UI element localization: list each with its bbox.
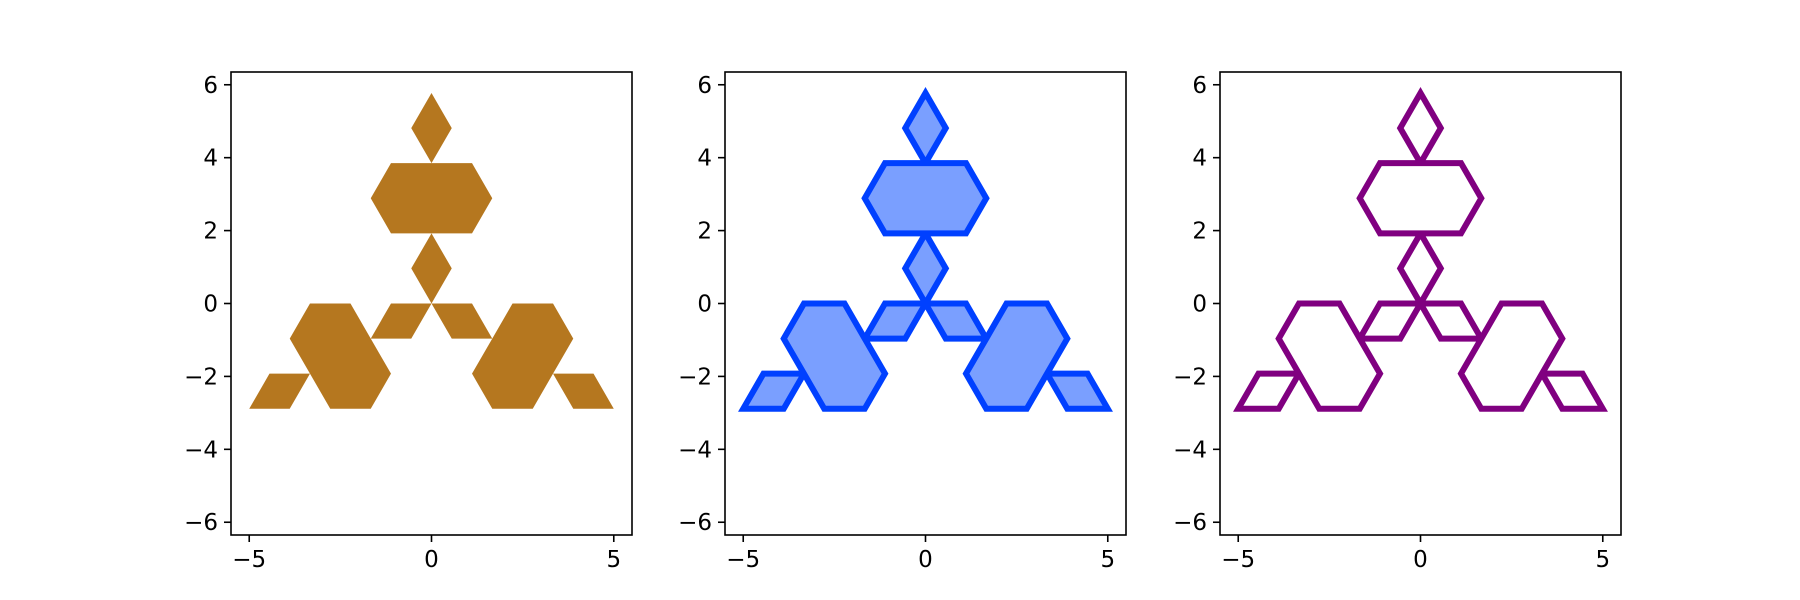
koch-snowflake-shape: [738, 87, 1113, 412]
koch-snowflake-shape: [1233, 87, 1608, 412]
x-tick-label: 0: [424, 547, 439, 573]
y-tick-label: −4: [678, 437, 712, 463]
x-tick-label: 0: [1413, 547, 1428, 573]
subplot-1: −5 0 5 −6 −4 −2 0 2 4 6: [184, 71, 633, 573]
y-tick-label: 0: [203, 292, 218, 318]
y-tick-label: −2: [678, 364, 712, 390]
y-tick-label: 6: [1192, 73, 1207, 99]
subplot-3: −5 0 5 −6 −4 −2 0 2 4 6: [1173, 71, 1622, 573]
x-tick-label: −5: [726, 547, 760, 573]
x-tick-label: −5: [232, 547, 266, 573]
y-tick-label: 0: [1192, 292, 1207, 318]
x-tick-label: 5: [606, 547, 621, 573]
y-tick-label: 0: [697, 292, 712, 318]
y-tick-label: 2: [1192, 219, 1207, 245]
y-tick-label: −6: [1173, 510, 1207, 536]
y-tick-label: −2: [1173, 364, 1207, 390]
x-tick-label: 5: [1100, 547, 1115, 573]
y-tick-label: 4: [697, 146, 712, 172]
y-tick-label: −4: [1173, 437, 1207, 463]
y-tick-label: −6: [184, 510, 218, 536]
x-tick-label: −5: [1221, 547, 1255, 573]
y-tick-label: 2: [697, 219, 712, 245]
x-tick-label: 5: [1595, 547, 1610, 573]
y-tick-label: −2: [184, 364, 218, 390]
y-tick-label: −4: [184, 437, 218, 463]
y-tick-label: 2: [203, 219, 218, 245]
y-tick-label: 6: [203, 73, 218, 99]
subplot-2: −5 0 5 −6 −4 −2 0 2 4 6: [678, 71, 1127, 573]
y-tick-label: −6: [678, 510, 712, 536]
y-tick-label: 6: [697, 73, 712, 99]
y-tick-label: 4: [203, 146, 218, 172]
x-tick-label: 0: [918, 547, 933, 573]
y-tick-label: 4: [1192, 146, 1207, 172]
koch-snowflake-shape: [249, 93, 614, 409]
